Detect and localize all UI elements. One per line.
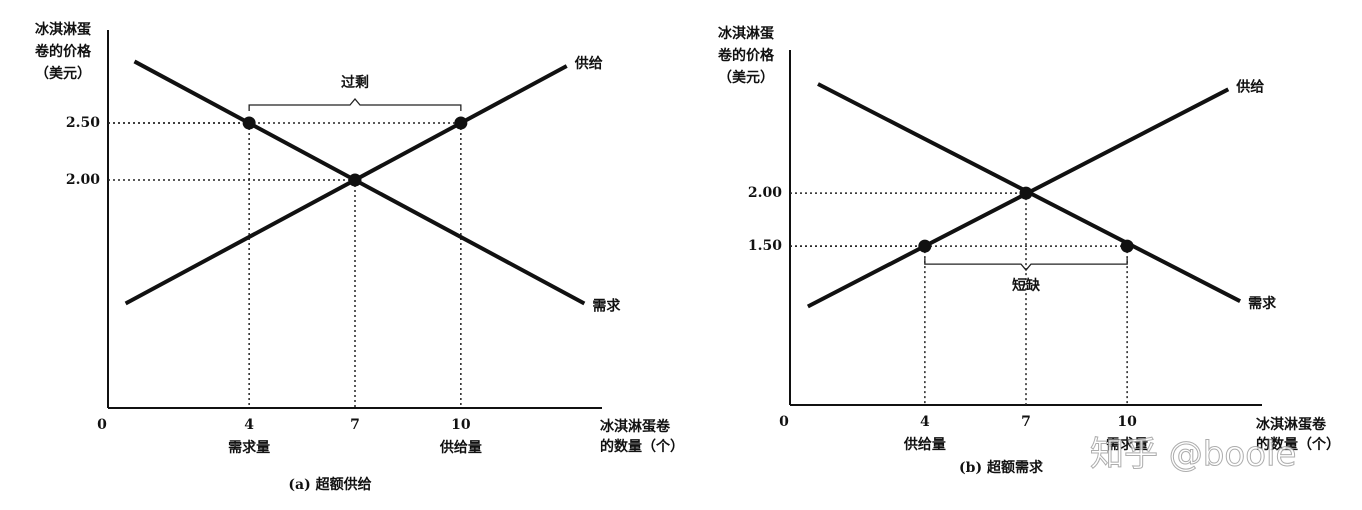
y-tick-label: 2.00	[748, 185, 782, 201]
bracket	[924, 258, 1128, 272]
bracket-label: 过剩	[341, 74, 369, 91]
point	[454, 116, 468, 130]
quantity-label: 需求量	[228, 439, 270, 456]
y-axis-label: 冰淇淋蛋	[718, 25, 774, 42]
curve-label: 需求	[592, 297, 621, 314]
point	[348, 173, 362, 187]
chart-title: (a) 超额供给	[288, 476, 371, 493]
quantity-label: 需求量	[1106, 436, 1148, 453]
y-axis-label: 卷的价格	[34, 43, 92, 60]
x-tick-label: 7	[350, 417, 360, 433]
chart-title: (b) 超额需求	[959, 459, 1044, 476]
curve	[124, 64, 568, 306]
x-tick-label: 0	[779, 414, 789, 430]
quantity-label: 供给量	[439, 439, 482, 456]
y-axis-label: 冰淇淋蛋	[35, 21, 91, 38]
point	[918, 239, 932, 253]
y-tick-label: 1.50	[748, 238, 782, 254]
y-axis-label: （美元）	[35, 65, 91, 82]
x-tick-label: 7	[1021, 414, 1031, 430]
x-tick-label: 4	[920, 414, 930, 430]
y-axis-label: （美元）	[718, 69, 774, 86]
bracket	[248, 97, 462, 111]
x-axis-label: 的数量（个）	[1256, 436, 1340, 453]
y-tick-label: 2.50	[66, 115, 100, 131]
watermark: 知乎 @boole	[1090, 435, 1296, 475]
x-axis-label: 的数量（个）	[600, 438, 684, 455]
curve-label: 供给	[1235, 78, 1264, 95]
x-tick-label: 0	[97, 417, 107, 433]
x-tick-label: 10	[451, 417, 471, 433]
y-tick-label: 2.00	[66, 172, 100, 188]
curve-label: 供给	[574, 55, 603, 72]
x-tick-label: 10	[1117, 414, 1137, 430]
quantity-label: 供给量	[903, 436, 946, 453]
point	[1019, 186, 1033, 200]
y-axis-label: 卷的价格	[717, 47, 775, 64]
x-axis-label: 冰淇淋蛋卷	[1256, 416, 1327, 433]
point	[242, 116, 256, 130]
bracket-label: 短缺	[1012, 277, 1041, 294]
x-tick-label: 4	[244, 417, 254, 433]
x-axis-label: 冰淇淋蛋卷	[600, 418, 671, 435]
point	[1120, 239, 1134, 253]
curve-label: 需求	[1248, 295, 1277, 312]
curve	[806, 87, 1230, 309]
